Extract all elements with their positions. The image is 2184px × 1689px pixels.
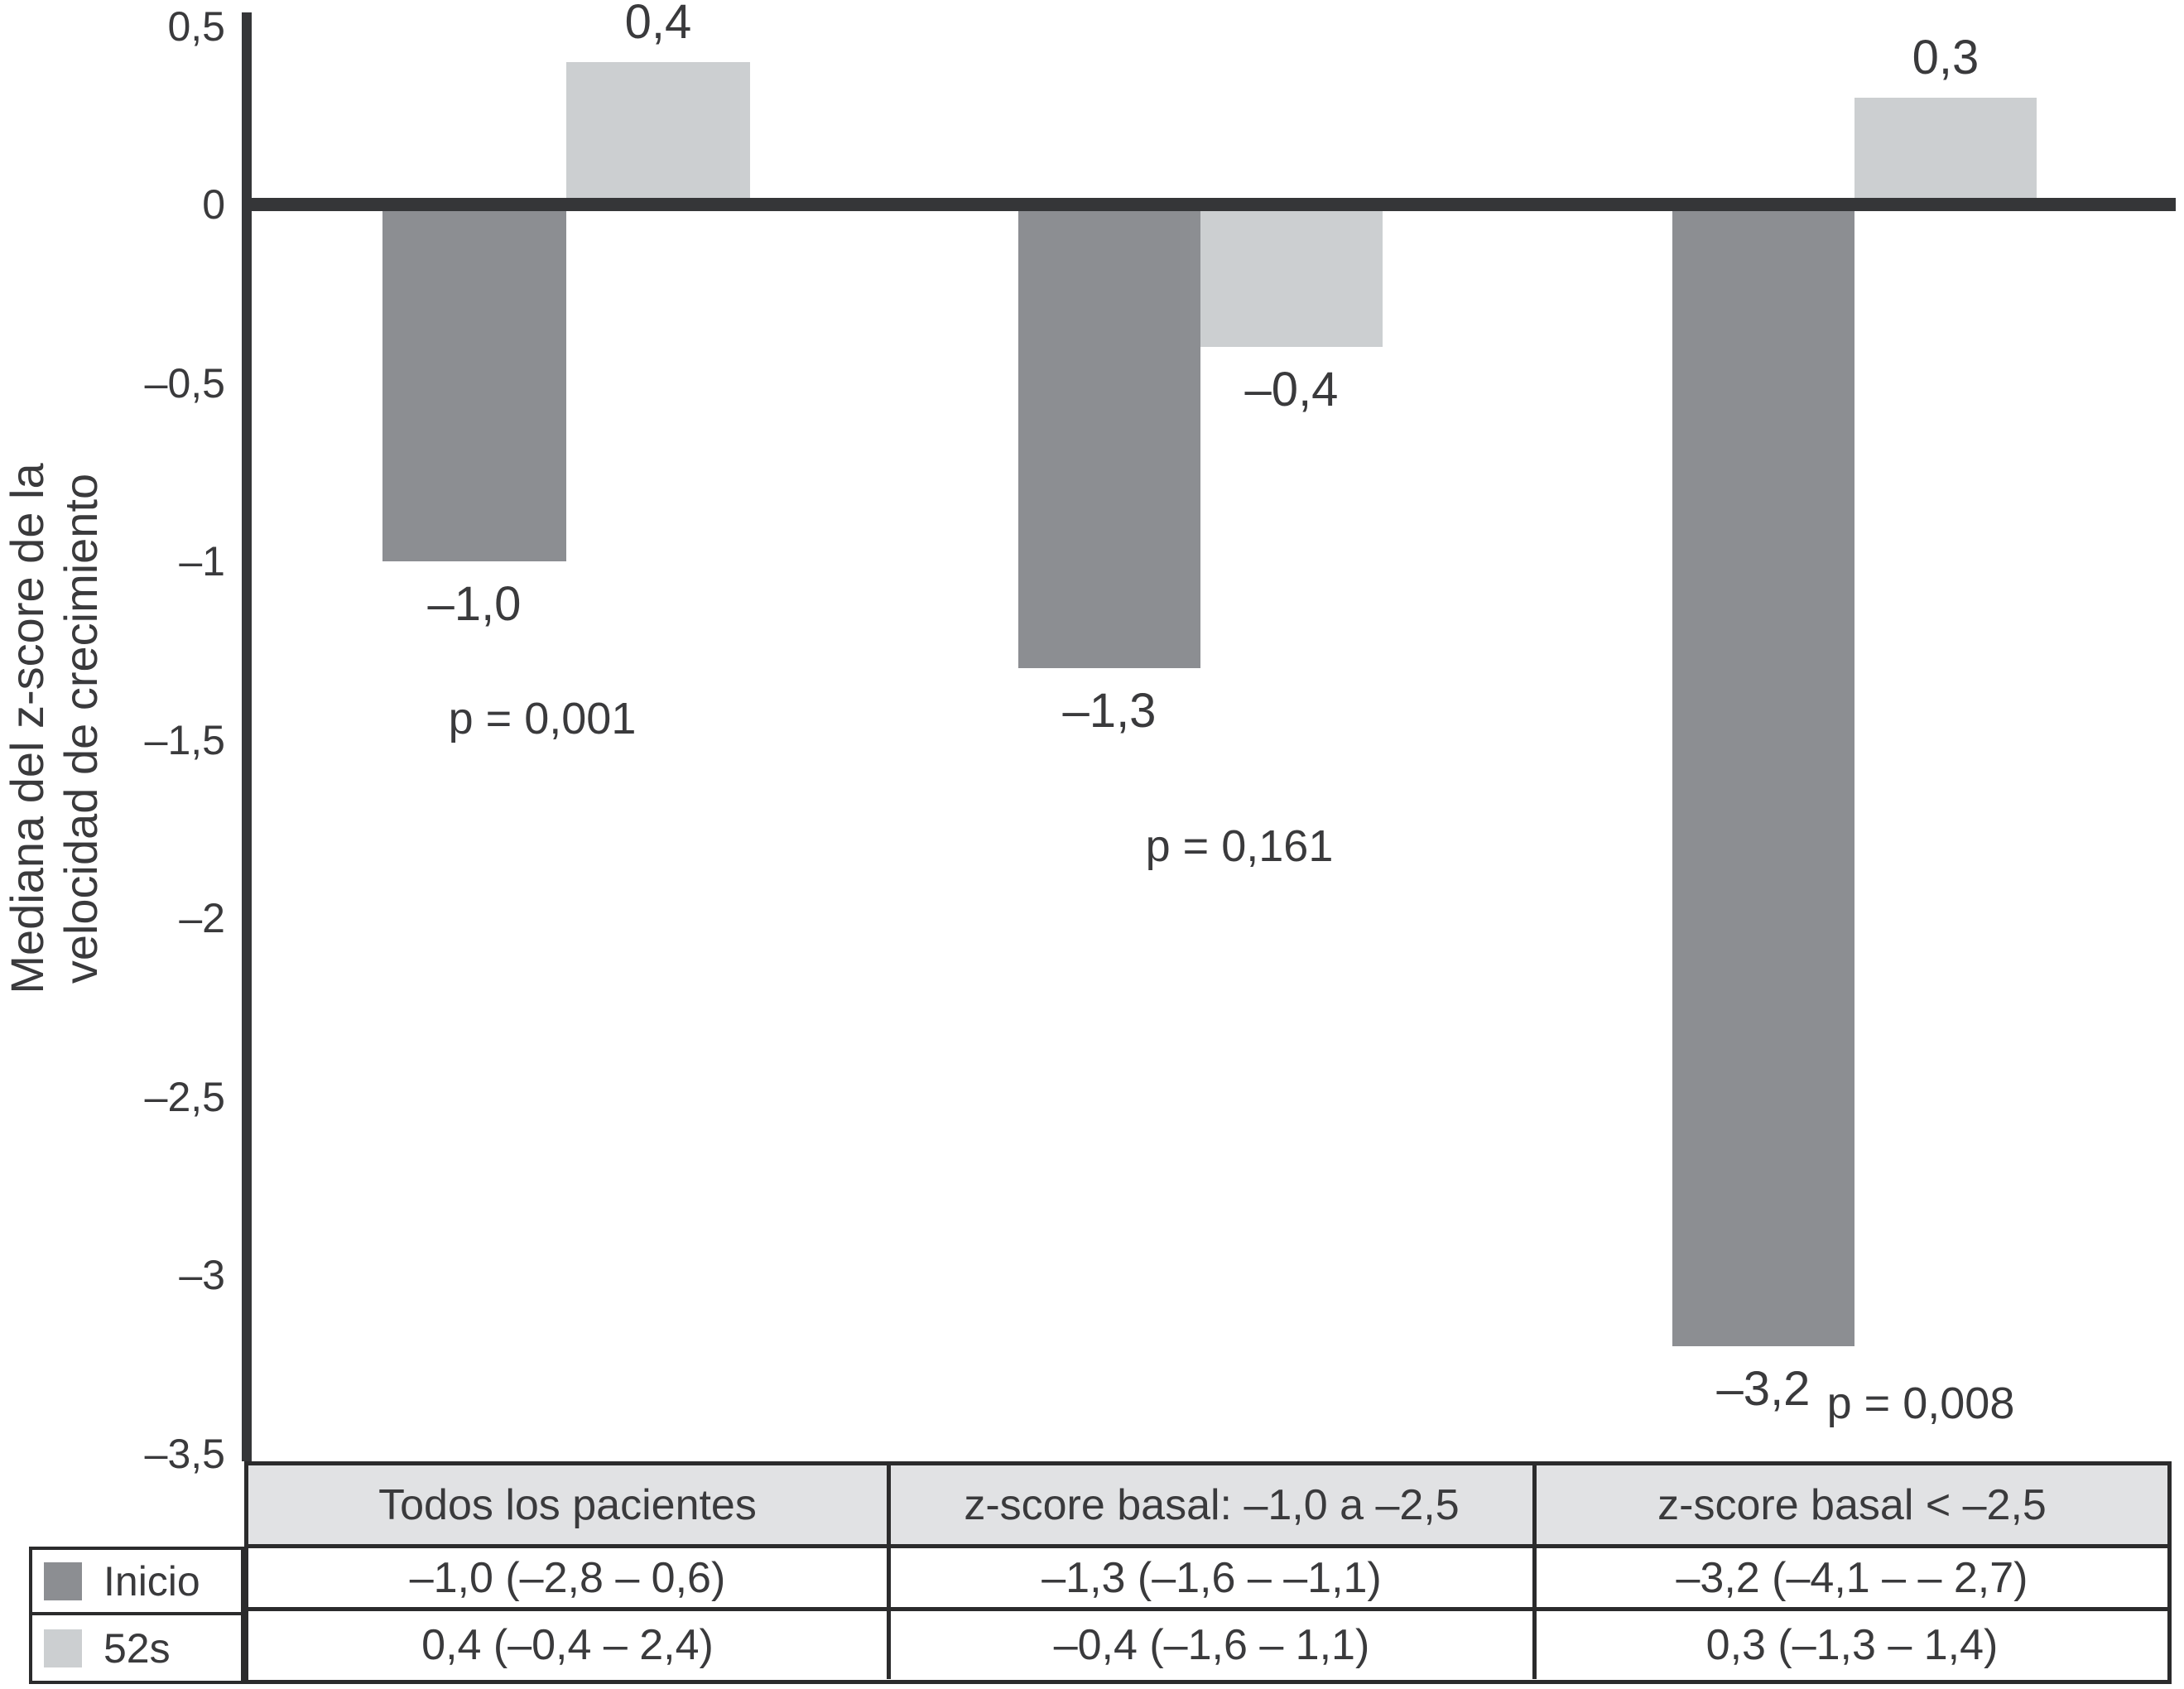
y-tick--2.5: –2,5: [144, 1073, 225, 1120]
y-tick--1: –1: [179, 538, 225, 585]
value-label-52s-group3: 0,3: [1912, 30, 1980, 84]
bar-52s-group2: [1200, 205, 1383, 348]
y-tick--3.5: –3,5: [144, 1430, 225, 1477]
bar-inicio-group1: [382, 205, 566, 561]
table-cell-inicio-todos: –1,0 (–2,8 – 0,6): [248, 1548, 891, 1611]
value-label-52s-group2: –0,4: [1244, 363, 1339, 417]
52s-swatch-icon: [44, 1629, 82, 1667]
results-table: Todos los pacientes z-score basal: –1,0 …: [244, 1461, 2172, 1684]
value-label-inicio-group2: –1,3: [1062, 684, 1157, 739]
legend-row-inicio: Inicio: [32, 1550, 241, 1615]
p-value-group2: p = 0,161: [1145, 821, 1334, 871]
y-tick--3: –3: [179, 1252, 225, 1298]
bar-inicio-group3: [1672, 205, 1854, 1347]
p-value-group1: p = 0,001: [448, 694, 637, 743]
table-cell-52s-menor: 0,3 (–1,3 – 1,4): [1537, 1611, 2167, 1679]
y-tick--1.5: –1,5: [144, 716, 225, 763]
value-label-inicio-group3: –3,2: [1716, 1362, 1811, 1417]
table-cell-inicio-menor: –3,2 (–4,1 – – 2,7): [1537, 1548, 2167, 1611]
value-label-inicio-group1: –1,0: [427, 577, 522, 631]
zero-baseline: [242, 198, 2176, 211]
legend-row-52s: 52s: [32, 1615, 241, 1681]
bar-52s-group3: [1854, 97, 2037, 205]
bar-inicio-group2: [1018, 205, 1200, 669]
table-header-basal-menor: z-score basal < –2,5: [1537, 1465, 2167, 1548]
table-header-basal-rango: z-score basal: –1,0 a –2,5: [891, 1465, 1537, 1548]
y-tick--0.5: –0,5: [144, 359, 225, 407]
y-axis-line: [242, 12, 252, 1461]
y-tick-0: 0: [202, 181, 225, 228]
y-tick--2: –2: [179, 895, 225, 941]
table-cell-52s-rango: –0,4 (–1,6 – 1,1): [891, 1611, 1537, 1679]
legend: Inicio 52s: [29, 1547, 244, 1684]
legend-label-inicio: Inicio: [103, 1557, 200, 1605]
p-value-group3: p = 0,008: [1826, 1379, 2015, 1428]
inicio-swatch-icon: [44, 1561, 82, 1600]
value-label-52s-group1: 0,4: [624, 0, 692, 49]
table-cell-52s-todos: 0,4 (–0,4 – 2,4): [248, 1611, 891, 1679]
table-cell-inicio-rango: –1,3 (–1,6 – –1,1): [891, 1548, 1537, 1611]
bar-52s-group1: [566, 61, 750, 205]
y-tick-0.5: 0,5: [167, 2, 225, 50]
table-header-todos: Todos los pacientes: [248, 1465, 891, 1548]
legend-label-52s: 52s: [103, 1624, 171, 1672]
